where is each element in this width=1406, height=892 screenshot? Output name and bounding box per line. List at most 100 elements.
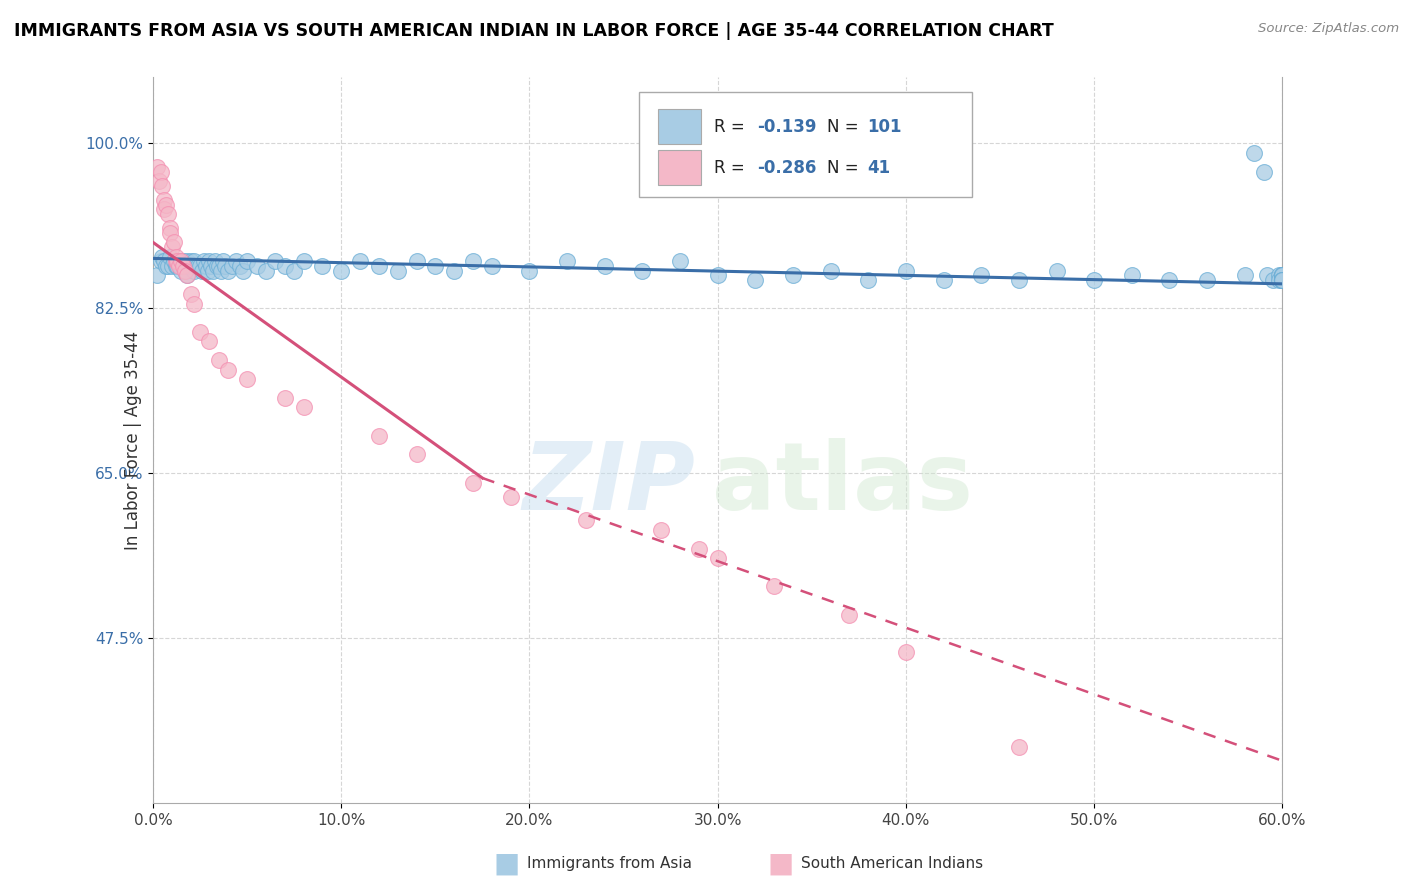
Point [146,268,169,283]
Point [706,268,728,283]
Point [165,259,187,273]
Point [1271,273,1294,287]
Point [208,353,231,368]
Text: Immigrants from Asia: Immigrants from Asia [527,856,692,871]
Point [763,579,786,593]
Point [669,254,692,268]
Point [198,334,221,349]
Point [1267,273,1289,287]
Text: N =: N = [827,159,865,178]
Point [172,259,194,273]
Point [1271,268,1294,283]
Point [188,325,211,339]
Text: R =: R = [714,159,751,178]
Point [481,259,503,273]
Point [225,254,247,268]
Point [894,645,917,659]
Point [1008,273,1031,287]
Point [245,259,267,273]
Point [183,296,205,310]
Point [1045,263,1067,277]
FancyBboxPatch shape [638,92,972,197]
Point [236,254,259,268]
Text: -0.286: -0.286 [758,159,817,178]
Point [1256,268,1278,283]
Point [170,263,193,277]
Point [425,259,447,273]
Point [894,263,917,277]
Point [153,193,176,207]
Text: 101: 101 [866,118,901,136]
Y-axis label: In Labor Force | Age 35-44: In Labor Force | Age 35-44 [124,331,142,549]
Point [176,268,198,283]
Point [631,263,654,277]
Point [163,254,186,268]
Point [405,254,427,268]
Point [706,551,728,566]
Point [292,401,315,415]
Text: IMMIGRANTS FROM ASIA VS SOUTH AMERICAN INDIAN IN LABOR FORCE | AGE 35-44 CORRELA: IMMIGRANTS FROM ASIA VS SOUTH AMERICAN I… [14,22,1054,40]
Point [163,235,186,250]
Point [443,263,465,277]
Point [174,259,197,273]
Point [1253,164,1275,178]
Point [174,263,197,277]
Text: N =: N = [827,118,865,136]
Point [292,254,315,268]
Point [744,273,766,287]
Point [166,259,188,273]
Text: ■: ■ [768,849,793,878]
Point [169,254,191,268]
Point [349,254,371,268]
Point [1121,268,1143,283]
Point [160,259,183,273]
Point [153,202,176,217]
Point [172,254,194,268]
Point [232,263,254,277]
Point [176,268,198,283]
Point [169,259,191,273]
Point [970,268,993,283]
Point [820,263,842,277]
Point [1271,273,1294,287]
Point [221,259,243,273]
Point [180,259,202,273]
Point [204,254,226,268]
Point [254,263,277,277]
Point [174,263,197,277]
Point [152,178,174,193]
Point [1261,273,1284,287]
Point [1083,273,1105,287]
Point [188,259,211,273]
Point [176,254,198,268]
Point [311,259,333,273]
Text: Source: ZipAtlas.com: Source: ZipAtlas.com [1258,22,1399,36]
Point [183,254,205,268]
Point [228,259,250,273]
Point [782,268,804,283]
Point [205,259,228,273]
Point [202,263,225,277]
Point [159,226,181,240]
Text: ZIP: ZIP [522,438,695,530]
Point [149,164,172,178]
Point [165,250,187,264]
Point [153,254,176,268]
Point [208,259,231,273]
Point [194,259,217,273]
Point [274,259,297,273]
Point [1271,273,1294,287]
Point [688,541,710,556]
Point [1197,273,1219,287]
Point [159,221,181,235]
Point [1271,273,1294,287]
Point [146,160,169,174]
Point [519,263,541,277]
Point [170,254,193,268]
Point [387,263,409,277]
Point [191,263,214,277]
Point [148,174,170,188]
Point [170,259,193,273]
Point [461,475,484,490]
Point [177,259,200,273]
